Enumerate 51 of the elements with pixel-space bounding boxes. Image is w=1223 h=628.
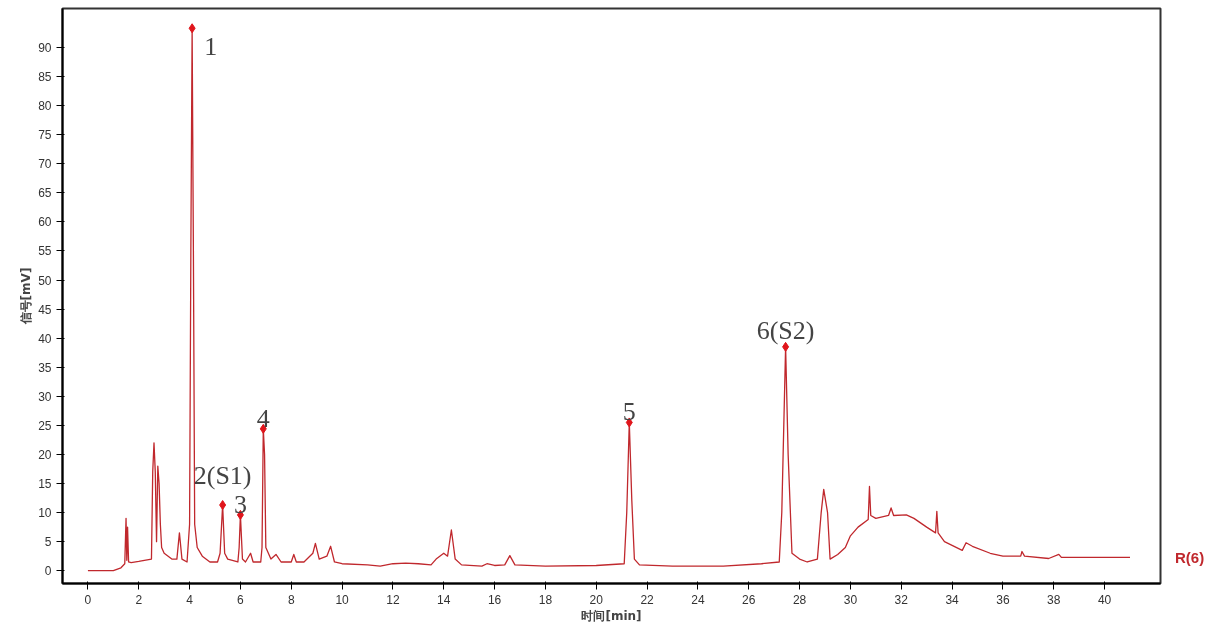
x-tick-label: 30 [843,592,858,607]
y-tick-label: 50 [38,273,52,288]
y-tick-label: 80 [38,99,52,114]
point [219,500,227,511]
y-tick-label: 45 [38,302,52,317]
x-tick-label: 32 [894,592,909,607]
y-tick-label: 55 [38,244,52,259]
y-tick-label: 25 [38,418,52,433]
x-tick-label: 26 [742,592,756,607]
x-tick-label: 34 [945,592,960,607]
annotation: 4 [256,403,270,433]
x-tick-label: 6 [237,592,245,607]
y-tick-label: 60 [38,215,52,230]
x-tick-label: 10 [335,592,350,607]
x-tick-label: 4 [186,592,194,607]
x-tick-label: 28 [792,592,807,607]
y-tick-label: 20 [38,447,52,462]
annotation: 2(S1) [193,460,252,490]
y-tick-label: 30 [38,389,52,404]
x-tick-label: 38 [1047,592,1061,607]
y-tick-label: 15 [38,477,52,491]
y-tick-label: 65 [38,186,52,201]
annotation: 6(S2) [756,315,815,345]
y-axis-title: 信号[mV] [19,267,34,326]
x-tick-label: 16 [487,592,502,607]
y-tick-label: 35 [38,360,52,375]
y-tick-label: 0 [44,564,52,579]
x-tick-label: 8 [287,592,295,607]
x-tick-label: 24 [691,592,705,607]
y-tick-label: 40 [38,331,52,346]
annotation: 3 [233,489,247,519]
y-tick-label: 90 [38,40,52,55]
y-tick-label: 5 [44,535,52,550]
y-tick-label: 70 [38,157,52,172]
y-tick-label: 85 [38,70,52,85]
annotation: 5 [622,397,636,427]
x-tick-label: 18 [538,592,553,607]
x-tick-label: 2 [135,592,143,607]
x-tick-label: 0 [84,592,92,607]
point [188,23,196,34]
x-tick-label: 40 [1097,592,1112,607]
annotation: 1 [204,32,218,62]
x-tick-label: 22 [640,592,655,607]
x-tick-label: 36 [996,592,1010,607]
y-tick-label: 75 [38,128,52,143]
x-tick-label: 20 [589,592,604,607]
x-tick-label: 12 [386,592,400,607]
y-tick-label: 10 [38,506,52,521]
x-tick-label: 14 [437,592,451,607]
x-axis-title: 时间[min] [581,608,642,623]
text: R(6) [1175,548,1205,568]
